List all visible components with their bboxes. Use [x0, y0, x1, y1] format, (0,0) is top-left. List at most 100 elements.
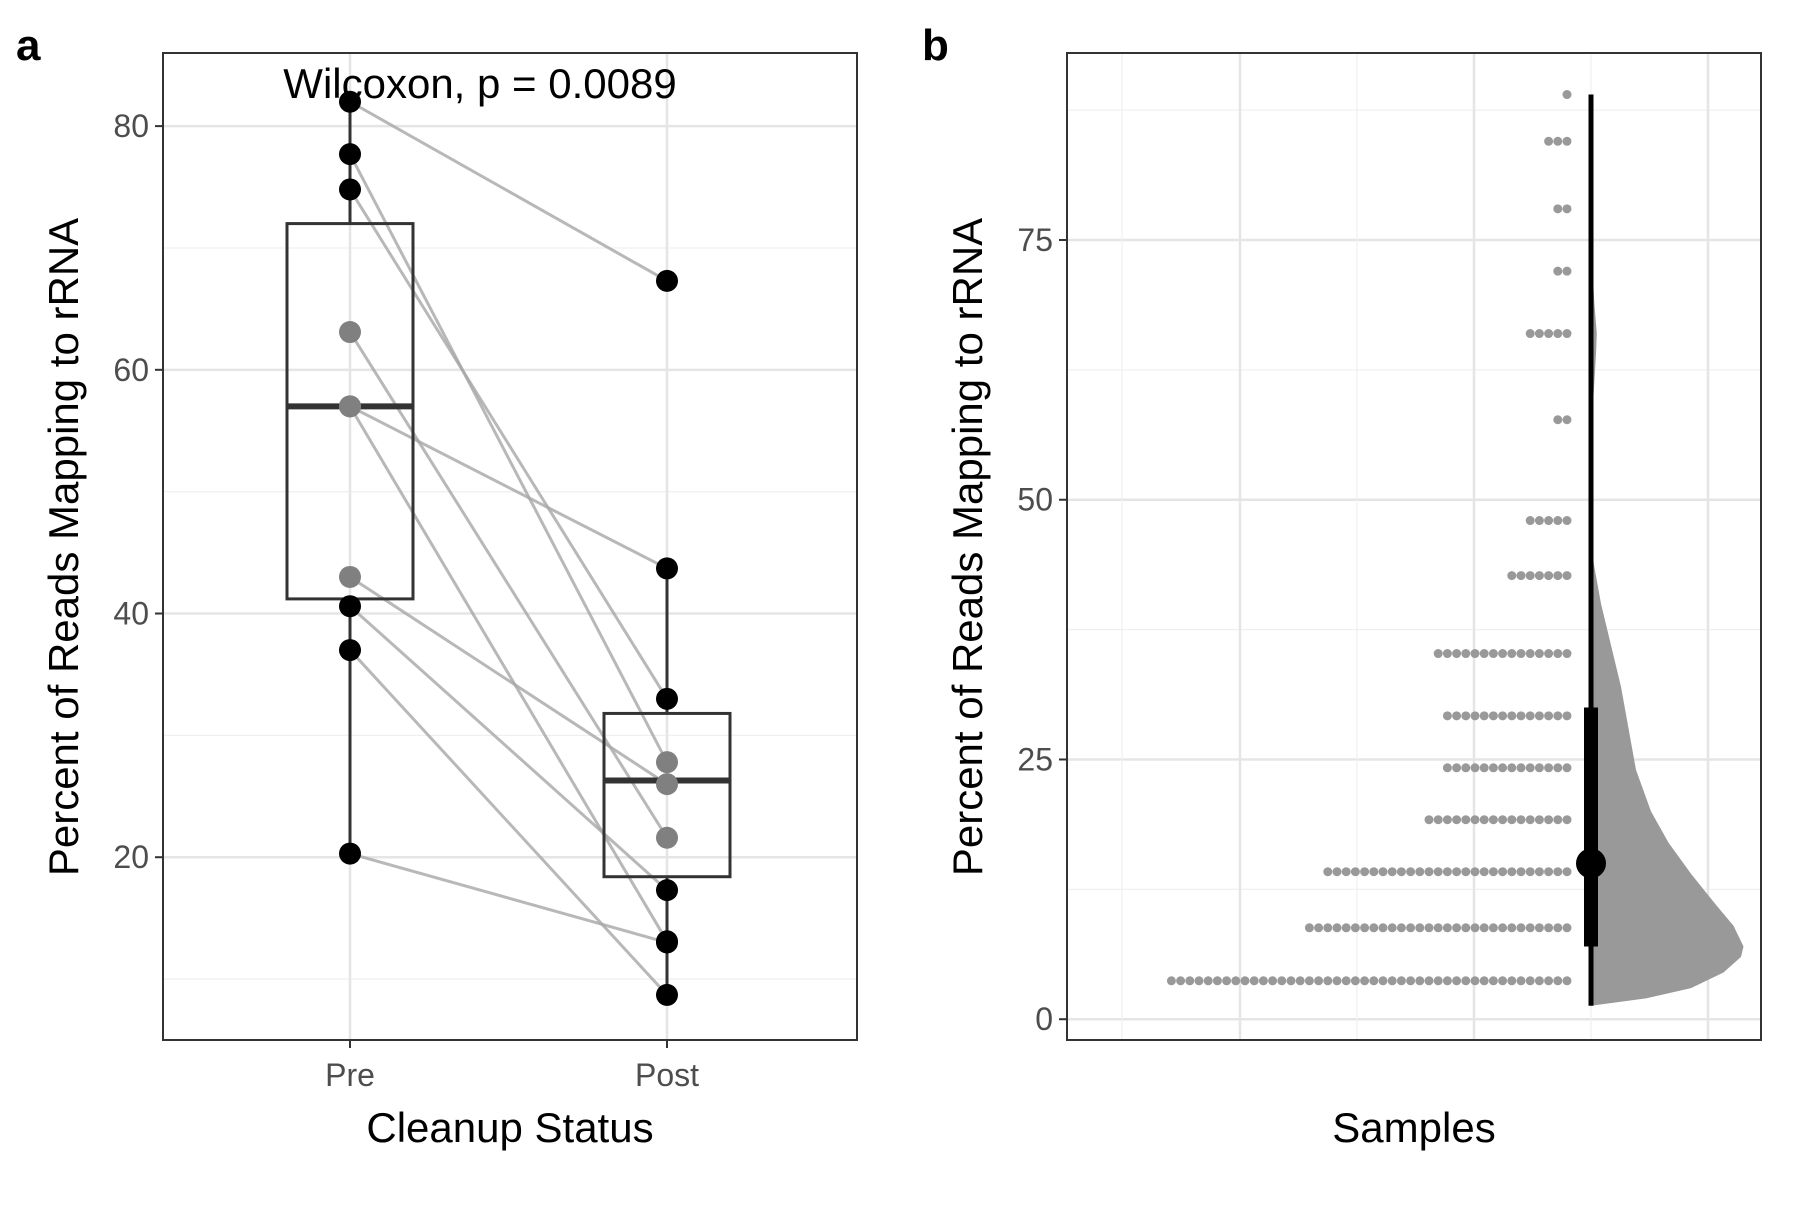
panel-b-y-tick-label: 0: [1035, 1001, 1053, 1037]
sample-dot: [1415, 923, 1425, 933]
pre-point: [339, 143, 361, 166]
pre-point: [339, 595, 361, 618]
pre-point: [339, 395, 361, 418]
sample-dot: [1525, 923, 1535, 933]
sample-dot: [1378, 976, 1388, 986]
panel-b-y-tick-label: 50: [1017, 482, 1053, 518]
sample-dot: [1507, 976, 1517, 986]
sample-dot: [1507, 649, 1517, 659]
sample-dot: [1534, 923, 1544, 933]
sample-dot: [1461, 976, 1471, 986]
sample-dot: [1516, 815, 1526, 825]
sample-dot: [1507, 867, 1517, 877]
sample-dot: [1553, 649, 1563, 659]
sample-dot: [1525, 711, 1535, 721]
sample-dot: [1562, 763, 1572, 773]
panel-b-y-axis-label: Percent of Reads Mapping to rRNA: [944, 218, 991, 876]
sample-dot: [1461, 763, 1471, 773]
sample-dot: [1452, 867, 1462, 877]
sample-dot: [1452, 976, 1462, 986]
sample-dot: [1323, 976, 1333, 986]
sample-dot: [1369, 923, 1379, 933]
panel-a-points: [339, 90, 678, 1006]
sample-dot: [1452, 711, 1462, 721]
sample-dot: [1360, 976, 1370, 986]
sample-dot: [1516, 923, 1526, 933]
sample-dot: [1323, 867, 1333, 877]
panel-b-dots: [1166, 90, 1572, 986]
sample-dot: [1314, 976, 1324, 986]
post-point: [656, 687, 678, 710]
sample-dot: [1507, 711, 1517, 721]
sample-dot: [1185, 976, 1195, 986]
sample-dot: [1544, 571, 1554, 581]
sample-dot: [1507, 571, 1517, 581]
pair-line: [348, 331, 669, 839]
pre-point: [339, 90, 361, 113]
sample-dot: [1461, 649, 1471, 659]
sample-dot: [1332, 867, 1342, 877]
post-point: [656, 879, 678, 902]
sample-dot: [1415, 976, 1425, 986]
post-point: [656, 983, 678, 1006]
post-point: [656, 931, 678, 954]
sample-dot: [1176, 976, 1186, 986]
sample-dot: [1387, 976, 1397, 986]
sample-dot: [1406, 976, 1416, 986]
sample-dot: [1249, 976, 1259, 986]
sample-dot: [1461, 815, 1471, 825]
sample-dot: [1498, 711, 1508, 721]
sample-dot: [1350, 976, 1360, 986]
pair-line: [348, 153, 669, 763]
sample-dot: [1350, 923, 1360, 933]
sample-dot: [1470, 649, 1480, 659]
sample-dot: [1562, 867, 1572, 877]
sample-dot: [1544, 711, 1554, 721]
sample-dot: [1461, 867, 1471, 877]
panel-b-raincloud: 0 25 50 75 Samples Percent of Reads Mapping…: [944, 52, 1762, 1151]
sample-dot: [1433, 923, 1443, 933]
sample-dot: [1479, 976, 1489, 986]
sample-dot: [1424, 923, 1434, 933]
sample-dot: [1387, 867, 1397, 877]
sample-dot: [1525, 763, 1535, 773]
sample-dot: [1203, 976, 1213, 986]
summary-median-point: [1576, 848, 1606, 879]
sample-dot: [1553, 266, 1563, 276]
sample-dot: [1562, 516, 1572, 526]
sample-dot: [1534, 329, 1544, 339]
sample-dot: [1488, 867, 1498, 877]
sample-dot: [1258, 976, 1268, 986]
sample-dot: [1323, 923, 1333, 933]
panel-a-x-axis-label: Cleanup Status: [366, 1104, 653, 1151]
panel-b-border: [1066, 52, 1762, 1041]
sample-dot: [1553, 763, 1563, 773]
sample-dot: [1350, 867, 1360, 877]
panel-a-letter: a: [16, 21, 41, 70]
sample-dot: [1562, 711, 1572, 721]
sample-dot: [1433, 867, 1443, 877]
sample-dot: [1314, 923, 1324, 933]
sample-dot: [1534, 867, 1544, 877]
sample-dot: [1479, 649, 1489, 659]
sample-dot: [1378, 867, 1388, 877]
sample-dot: [1534, 516, 1544, 526]
sample-dot: [1553, 923, 1563, 933]
post-point: [656, 826, 678, 849]
sample-dot: [1194, 976, 1204, 986]
sample-dot: [1360, 923, 1370, 933]
pair-line: [348, 605, 669, 892]
sample-dot: [1479, 867, 1489, 877]
sample-dot: [1470, 711, 1480, 721]
panel-b-y-tick-label: 25: [1017, 741, 1053, 777]
sample-dot: [1562, 976, 1572, 986]
sample-dot: [1525, 516, 1535, 526]
sample-dot: [1295, 976, 1305, 986]
sample-dot: [1544, 649, 1554, 659]
sample-dot: [1341, 976, 1351, 986]
sample-dot: [1470, 867, 1480, 877]
panel-a-x-tick-label: Post: [635, 1057, 699, 1093]
pre-point: [339, 639, 361, 662]
sample-dot: [1442, 815, 1452, 825]
